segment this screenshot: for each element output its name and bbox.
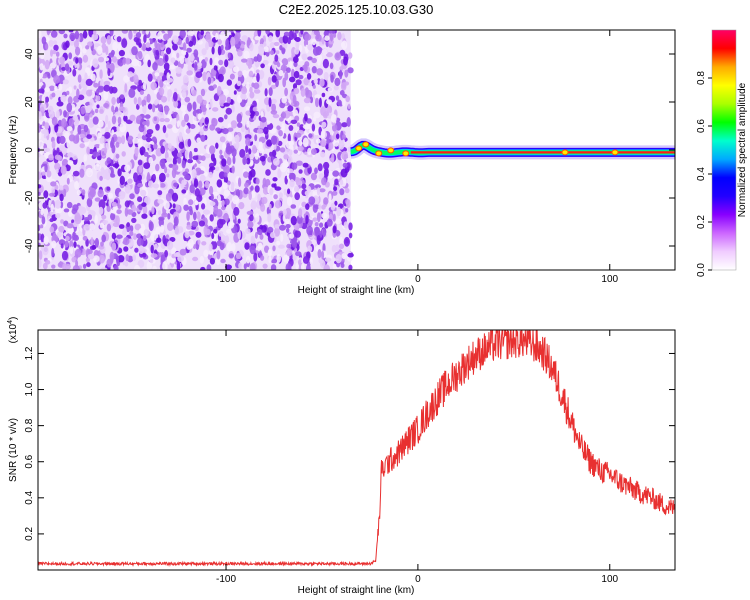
colorbar-tick-label: 0.6	[696, 119, 707, 133]
spectrogram-panel: -100 0 100 -40 -20 0 20 40 Height of straight l…	[8, 29, 676, 296]
colorbar-tick-label: 0.2	[696, 215, 707, 229]
snr-axes: -100 0 100 0.2 0.4 0.6 0.8 1.0 1.2	[24, 330, 675, 585]
spectrogram-y-tick-label: -20	[24, 190, 35, 205]
colorbar: 0.0 0.2 0.4 0.6 0.8 Normalized spectral ampl…	[696, 29, 748, 277]
snr-x-tick-label: 0	[415, 574, 421, 585]
snr-series-line	[38, 330, 675, 567]
colorbar-gradient	[712, 30, 736, 270]
snr-y-tick-label: 0.6	[24, 454, 35, 468]
snr-y-tick-label: 0.2	[24, 527, 35, 541]
snr-y-label: SNR (10 * v/v)	[8, 418, 19, 482]
noise-speckle	[38, 30, 354, 270]
colorbar-label: Normalized spectral amplitude	[737, 82, 748, 217]
spectrogram-y-label: Frequency (Hz)	[8, 116, 19, 185]
snr-y-tick-label: 1.0	[24, 382, 35, 396]
signal-band	[350, 138, 675, 161]
spectrogram-x-tick-label: 100	[601, 274, 618, 285]
colorbar-frame	[711, 29, 737, 271]
spectrogram-y-tick-label: 0	[24, 147, 35, 153]
colorbar-tick-label: 0.4	[696, 167, 707, 181]
spectrogram-y-tick-label: 40	[24, 48, 35, 60]
snr-x-tick-label: 100	[601, 574, 618, 585]
snr-x-tick-label: -100	[216, 574, 236, 585]
spectrogram-x-tick-label: -100	[216, 274, 236, 285]
snr-plot-area	[38, 330, 675, 567]
snr-y-tick-label: 1.2	[24, 346, 35, 360]
spectrogram-axes: -100 0 100 -40 -20 0 20 40	[24, 30, 675, 285]
spectrogram-y-tick-label: -40	[24, 238, 35, 253]
snr-y-tick-label: 0.4	[24, 490, 35, 504]
colorbar-ticks: 0.0 0.2 0.4 0.6 0.8	[696, 71, 712, 277]
snr-y-tick-label: 0.8	[24, 418, 35, 432]
snr-x-label: Height of straight line (km)	[298, 585, 415, 596]
spectrogram-x-label: Height of straight line (km)	[298, 285, 415, 296]
snr-panel: -100 0 100 0.2 0.4 0.6 0.8 1.0 1.2 Height of str…	[7, 317, 676, 596]
figure-title: C2E2.2025.125.10.03.G30	[279, 2, 434, 17]
spectrogram-heatmap	[38, 30, 675, 270]
snr-scale-note: (x104)	[7, 317, 19, 344]
snr-background	[38, 330, 675, 570]
spectrogram-y-tick-label: 20	[24, 96, 35, 108]
colorbar-tick-label: 0.0	[696, 263, 707, 277]
spectrogram-x-tick-label: 0	[415, 274, 421, 285]
snr-frame	[37, 329, 676, 571]
colorbar-tick-label: 0.8	[696, 71, 707, 85]
